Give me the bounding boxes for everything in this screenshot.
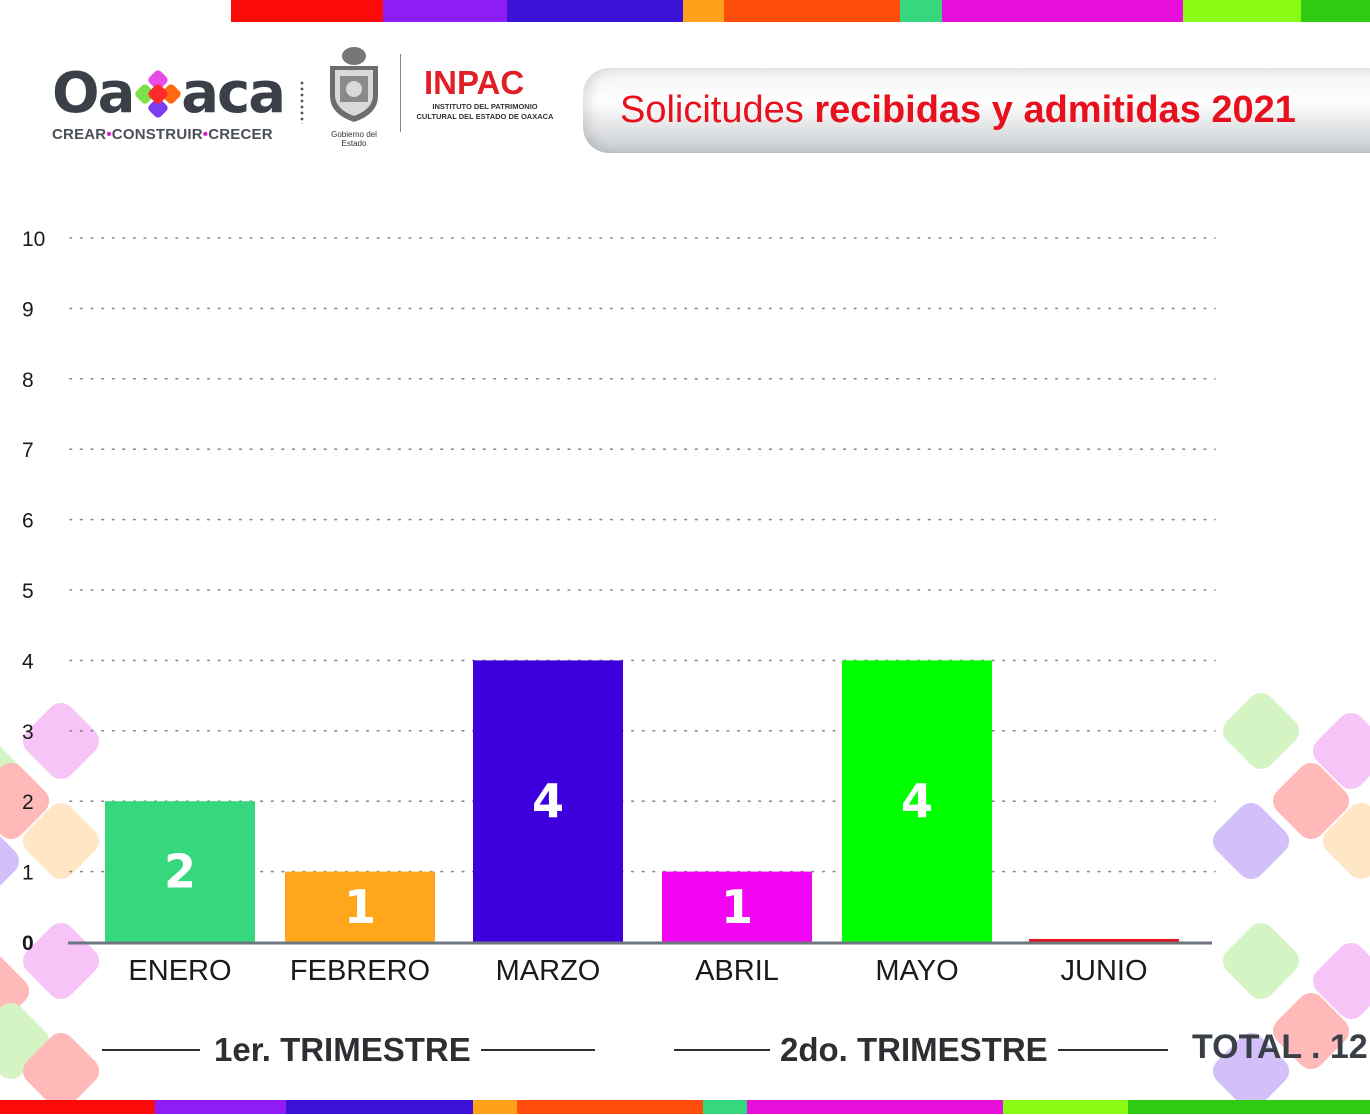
- logo-tagline: CREAR•CONSTRUIR•CRECER: [52, 126, 273, 143]
- y-tick-label: 5: [22, 580, 34, 603]
- stripe-segment: [703, 1100, 747, 1114]
- group-line-right: [1057, 1049, 1168, 1051]
- y-tick-label: 2: [22, 791, 34, 814]
- bar-chart: 0 1 2 3 4 5 6 7 8 9 10 2 ENERO 1 FEBRERO 4 MARZO 1 ABRIL 4 M…: [22, 228, 1216, 987]
- oaxaca-logo: Oa aca CREAR•CONSTRUIR•CRECER: [52, 61, 286, 146]
- group-second-trimester: 2do. TRIMESTRE: [674, 1030, 1168, 1070]
- seal-caption: Gobierno del Estado: [331, 130, 377, 148]
- logo-tag-crecer: CRECER: [208, 126, 273, 143]
- stripe-segment: [942, 0, 1183, 22]
- bar-value-label: 1: [721, 880, 753, 934]
- stripe-segment: [747, 1100, 1003, 1114]
- x-category-label: MAYO: [875, 955, 958, 987]
- logo-word-right: aca: [181, 61, 286, 126]
- x-category-label: ENERO: [128, 955, 231, 987]
- group-line-left: [102, 1049, 200, 1051]
- bar-mayo: [842, 660, 992, 942]
- state-seal: Gobierno del Estado: [318, 44, 390, 148]
- header-dotted-separator: [300, 80, 304, 124]
- logo-tag-construir: CONSTRUIR: [111, 126, 203, 143]
- y-tick-label: 9: [22, 298, 34, 321]
- x-category-label: FEBRERO: [290, 955, 430, 987]
- stripe-segment: [517, 1100, 703, 1114]
- stripe-segment: [724, 0, 900, 22]
- title-light: Solicitudes: [620, 89, 815, 131]
- stripe-segment: [231, 0, 383, 22]
- bar-value-label: 4: [532, 774, 564, 828]
- x-category-label: ABRIL: [695, 955, 779, 987]
- bar-junio: [1029, 939, 1179, 942]
- stripe-segment: [286, 1100, 473, 1114]
- bar-enero: [105, 801, 255, 942]
- title-bold: recibidas y admitidas 2021: [814, 89, 1296, 131]
- y-tick-label: 6: [22, 510, 34, 533]
- logo-word-left: Oa: [52, 61, 135, 126]
- inpac-subtitle-1: INSTITUTO DEL PATRIMONIO: [432, 102, 538, 111]
- logo-diamonds-icon: [134, 68, 183, 120]
- y-tick-label: 0: [22, 932, 34, 955]
- y-tick-label: 10: [22, 228, 45, 251]
- y-tick-label: 7: [22, 439, 34, 462]
- inpac-name: INPAC: [424, 64, 525, 101]
- bar-value-label: 1: [344, 880, 376, 934]
- stripe-segment: [473, 1100, 517, 1114]
- bar-value-label: 4: [901, 774, 933, 828]
- chart-title: Solicitudes recibidas y admitidas 2021: [620, 82, 1360, 138]
- y-tick-label: 8: [22, 369, 34, 392]
- inpac-logo: INPAC INSTITUTO DEL PATRIMONIO CULTURAL …: [410, 66, 560, 122]
- state-seal-icon: [330, 47, 378, 122]
- y-tick-label: 1: [22, 862, 34, 885]
- stripe-segment: [0, 1100, 155, 1114]
- top-color-stripe: [0, 0, 1370, 22]
- group-line-left: [674, 1049, 770, 1051]
- bar-febrero: [285, 871, 435, 942]
- stripe-segment: [1128, 1100, 1370, 1114]
- bar-marzo: [473, 660, 623, 942]
- stripe-segment: [155, 1100, 286, 1114]
- stripe-segment: [1301, 0, 1370, 22]
- group-first-trimester: 1er. TRIMESTRE: [102, 1030, 595, 1070]
- x-category-label: MARZO: [496, 955, 601, 987]
- x-category-label: JUNIO: [1061, 955, 1148, 987]
- total-label: TOTAL . 12: [1192, 1028, 1368, 1066]
- stripe-segment: [383, 0, 507, 22]
- group-first-label: 1er. TRIMESTRE: [214, 1031, 471, 1068]
- group-second-label: 2do. TRIMESTRE: [780, 1031, 1048, 1068]
- y-tick-label: 4: [22, 650, 34, 673]
- header-separator-line: [400, 54, 401, 132]
- stripe-segment: [683, 0, 724, 22]
- logo-tag-crear: CREAR: [52, 126, 107, 143]
- bar-abril: [662, 871, 812, 942]
- title-banner: [583, 68, 1370, 153]
- bar-value-label: 2: [164, 845, 196, 899]
- bottom-color-stripe: [0, 1100, 1370, 1114]
- y-tick-label: 3: [22, 721, 34, 744]
- stripe-segment: [1003, 1100, 1128, 1114]
- inpac-subtitle-2: CULTURAL DEL ESTADO DE OAXACA: [416, 112, 554, 121]
- stripe-segment: [507, 0, 683, 22]
- stripe-segment: [1183, 0, 1301, 22]
- group-line-right: [480, 1049, 595, 1051]
- stripe-segment: [900, 0, 942, 22]
